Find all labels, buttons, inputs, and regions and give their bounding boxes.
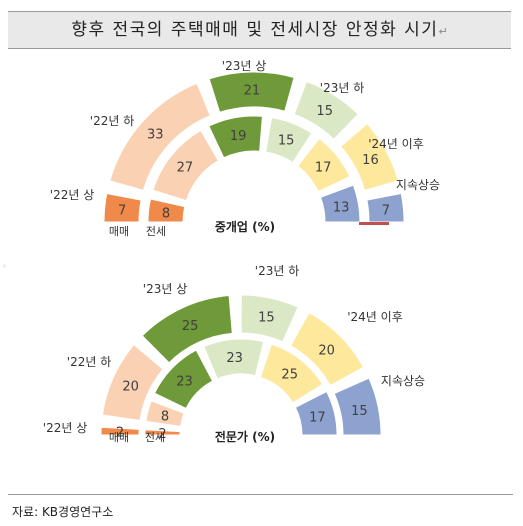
- chart-title: 중개업 (%): [215, 220, 275, 234]
- data-label: 25: [281, 367, 298, 382]
- data-label: 33: [147, 128, 164, 143]
- donut-segment: [208, 71, 295, 113]
- period-label: '22년 상: [43, 421, 87, 435]
- period-label: '23년 하: [320, 81, 364, 95]
- donut-segment: [141, 294, 233, 364]
- data-label: 15: [351, 404, 368, 419]
- data-label: 20: [318, 344, 335, 359]
- donut-segment: [297, 137, 351, 193]
- period-label: '23년 상: [222, 59, 266, 73]
- series-label: 전세: [146, 225, 166, 238]
- data-label: 8: [161, 409, 169, 424]
- donut-segment: [319, 184, 361, 223]
- data-label: 13: [333, 200, 350, 215]
- donut-segment: [294, 390, 338, 436]
- period-label: '22년 하: [67, 355, 111, 369]
- data-label: 23: [176, 374, 193, 389]
- period-label: 지속상승: [381, 374, 425, 388]
- data-label: 17: [309, 411, 326, 426]
- data-label: 27: [177, 161, 194, 176]
- data-label: 2: [116, 426, 124, 441]
- donut-segment: [333, 377, 382, 436]
- paragraph-mark: ↵: [438, 25, 448, 38]
- donut-segment: [152, 129, 219, 202]
- donut-segment: [265, 116, 313, 164]
- data-label: 21: [244, 84, 261, 99]
- series-label: 전세: [145, 431, 165, 444]
- donut-segment: [103, 192, 142, 223]
- chart-title: 전문가 (%): [215, 429, 275, 444]
- baseline-accent: [359, 222, 389, 225]
- series-label: 매매: [109, 431, 129, 444]
- data-label: 20: [122, 379, 139, 394]
- donut-segment: [289, 311, 365, 387]
- donut-segment: [147, 198, 186, 223]
- donut-segment: [203, 338, 265, 380]
- period-label: '23년 하: [255, 264, 299, 278]
- donut-segment: [101, 344, 164, 422]
- period-label: '24년 이후: [368, 137, 424, 151]
- donut-segment: [153, 349, 214, 410]
- data-label: 7: [118, 203, 126, 218]
- period-label: '22년 상: [50, 188, 94, 202]
- donut-segment: [145, 400, 185, 427]
- data-label: 19: [230, 129, 247, 144]
- data-label: 8: [162, 206, 170, 221]
- source-divider: [8, 494, 513, 495]
- period-label: '23년 상: [143, 282, 187, 296]
- data-label: 23: [226, 351, 243, 366]
- donut-segment: [208, 115, 263, 159]
- data-label: 16: [362, 153, 379, 168]
- donut-segment: [259, 343, 324, 404]
- page-title: 향후 전국의 주택매매 및 전세시장 안정화 시기: [71, 20, 439, 40]
- period-label: '24년 이후: [347, 310, 403, 324]
- data-label: 15: [316, 104, 333, 119]
- period-label: 지속상승: [396, 178, 440, 192]
- data-label: 17: [315, 161, 332, 176]
- period-label: '22년 하: [90, 114, 134, 128]
- donut-chart-1: 7 33 21 15 16 7 매매 8 27 19 15 17 13 전세 '22년 상 '22년 하 '23…: [50, 59, 440, 238]
- donut-segment: [340, 122, 399, 191]
- donut-segment: [144, 429, 181, 436]
- title-box: 향후 전국의 주택매매 및 전세시장 안정화 시기↵: [8, 11, 511, 49]
- data-label: 2: [158, 427, 166, 442]
- donut-segment: [109, 82, 211, 191]
- source-note: 자료: KB경영연구소: [12, 505, 114, 519]
- data-label: 25: [182, 319, 199, 334]
- donut-segment: [100, 426, 140, 436]
- stray-mark: ◦: [2, 262, 7, 271]
- donut-segment: [240, 294, 299, 343]
- series-label: 매매: [109, 225, 129, 238]
- data-label: 7: [382, 203, 390, 218]
- donut-segment: [293, 80, 359, 140]
- data-label: 15: [258, 311, 275, 326]
- data-label: 15: [278, 134, 295, 149]
